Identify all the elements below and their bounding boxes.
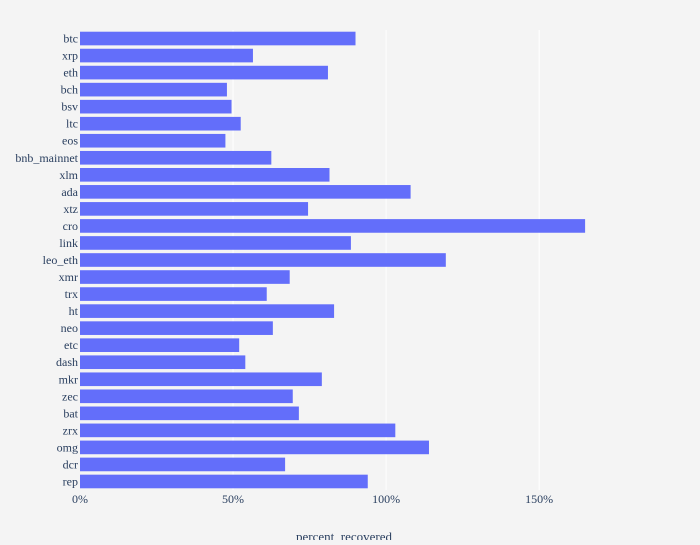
bar-zrx[interactable] [80,423,396,438]
y-tick-label: etc [64,338,78,352]
y-tick-label: eth [63,66,78,80]
bar-ada[interactable] [80,185,411,199]
y-tick-label: neo [61,321,78,335]
y-tick-label: zec [62,389,78,403]
bar-eth[interactable] [80,65,328,80]
bar-zec[interactable] [80,389,293,404]
bar-xmr[interactable] [80,270,290,284]
y-tick-label: bch [61,83,78,97]
y-tick-label: bsv [61,100,78,114]
x-tick-label: 50% [222,492,244,506]
bar-cro[interactable] [80,219,586,233]
bar-xrp[interactable] [80,48,253,63]
y-tick-label: ht [69,304,79,318]
x-tick-label: 150% [525,492,553,506]
bar-bch[interactable] [80,82,227,97]
y-tick-label: xtz [63,202,78,216]
bar-ht[interactable] [80,304,335,318]
bar-bat[interactable] [80,406,299,421]
y-tick-label: omg [57,440,78,454]
y-tick-label: eos [62,134,78,148]
y-tick-label: dcr [63,457,78,471]
bars [80,31,586,489]
y-tick-label: link [59,236,78,250]
bar-eos[interactable] [80,133,226,148]
y-tick-label: ltc [66,117,78,131]
bar-xtz[interactable] [80,202,309,216]
bar-ltc[interactable] [80,116,241,131]
y-tick-label: zrx [63,423,78,437]
bar-omg[interactable] [80,440,429,455]
x-tick-labels: 0% 50% 100% 150% [72,492,553,506]
y-tick-label: xmr [59,270,78,284]
x-axis-title: percent_recovered [296,529,392,540]
y-tick-label: leo_eth [43,253,78,267]
bar-bsv[interactable] [80,99,232,114]
bar-leo_eth[interactable] [80,253,446,267]
y-tick-label: bat [63,406,78,420]
y-tick-label: dash [56,355,78,369]
bar-dash[interactable] [80,355,246,370]
bar-neo[interactable] [80,321,273,335]
x-tick-label: 0% [72,492,88,506]
y-tick-label: xrp [62,49,78,63]
y-tick-label: bnb_mainnet [15,151,78,165]
y-tick-label: cro [63,219,78,233]
y-tick-label: btc [63,32,78,46]
bar-trx[interactable] [80,287,267,301]
bar-rep[interactable] [80,474,368,489]
y-tick-label: rep [63,474,78,488]
y-tick-label: xlm [59,168,78,182]
bar-link[interactable] [80,236,351,250]
bar-etc[interactable] [80,338,240,352]
bar-dcr[interactable] [80,457,286,472]
x-tick-label: 100% [372,492,400,506]
bar-bnb_mainnet[interactable] [80,150,272,165]
bar-btc[interactable] [80,31,356,46]
bar-xlm[interactable] [80,168,330,182]
y-tick-label: ada [61,185,78,199]
y-tick-label: mkr [59,372,78,386]
y-tick-label: trx [65,287,78,301]
bar-mkr[interactable] [80,372,322,387]
